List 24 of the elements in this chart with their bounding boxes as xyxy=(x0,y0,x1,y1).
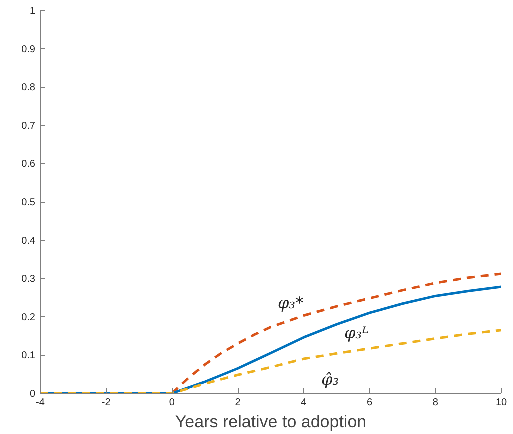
x-tick-label: 6 xyxy=(367,398,374,408)
y-tick-label: 0.5 xyxy=(22,198,36,208)
line-series xyxy=(170,272,502,394)
series-label: φ̂₃ xyxy=(321,370,340,390)
y-tick-label: 0.3 xyxy=(22,274,36,286)
y-tick-label: 0 xyxy=(30,389,36,400)
series-label: φ₃* xyxy=(278,294,304,313)
x-tick-label: 10 xyxy=(496,398,508,408)
x-tick-label: 4 xyxy=(301,398,308,408)
y-tick-label: 0.2 xyxy=(22,312,36,324)
x-tick-label: 0 xyxy=(169,398,176,408)
y-tick-label: 0.8 xyxy=(22,82,36,94)
y-tick-label: 0.6 xyxy=(22,159,36,170)
x-tick-label: 8 xyxy=(432,398,439,408)
y-tick-label: 1 xyxy=(30,6,36,17)
x-tick-label: -4 xyxy=(36,398,46,408)
y-tick-label: 0.9 xyxy=(22,44,36,56)
series-label: φ₃ᴸ xyxy=(344,323,370,342)
y-tick-label: 0.7 xyxy=(22,120,36,132)
x-axis-title: Years relative to adoption xyxy=(175,412,367,432)
y-tick-label: 0.1 xyxy=(22,350,36,362)
y-tick-label: 0.4 xyxy=(22,236,36,247)
x-tick-label: -2 xyxy=(102,398,112,408)
x-tick-label: 2 xyxy=(235,398,242,408)
